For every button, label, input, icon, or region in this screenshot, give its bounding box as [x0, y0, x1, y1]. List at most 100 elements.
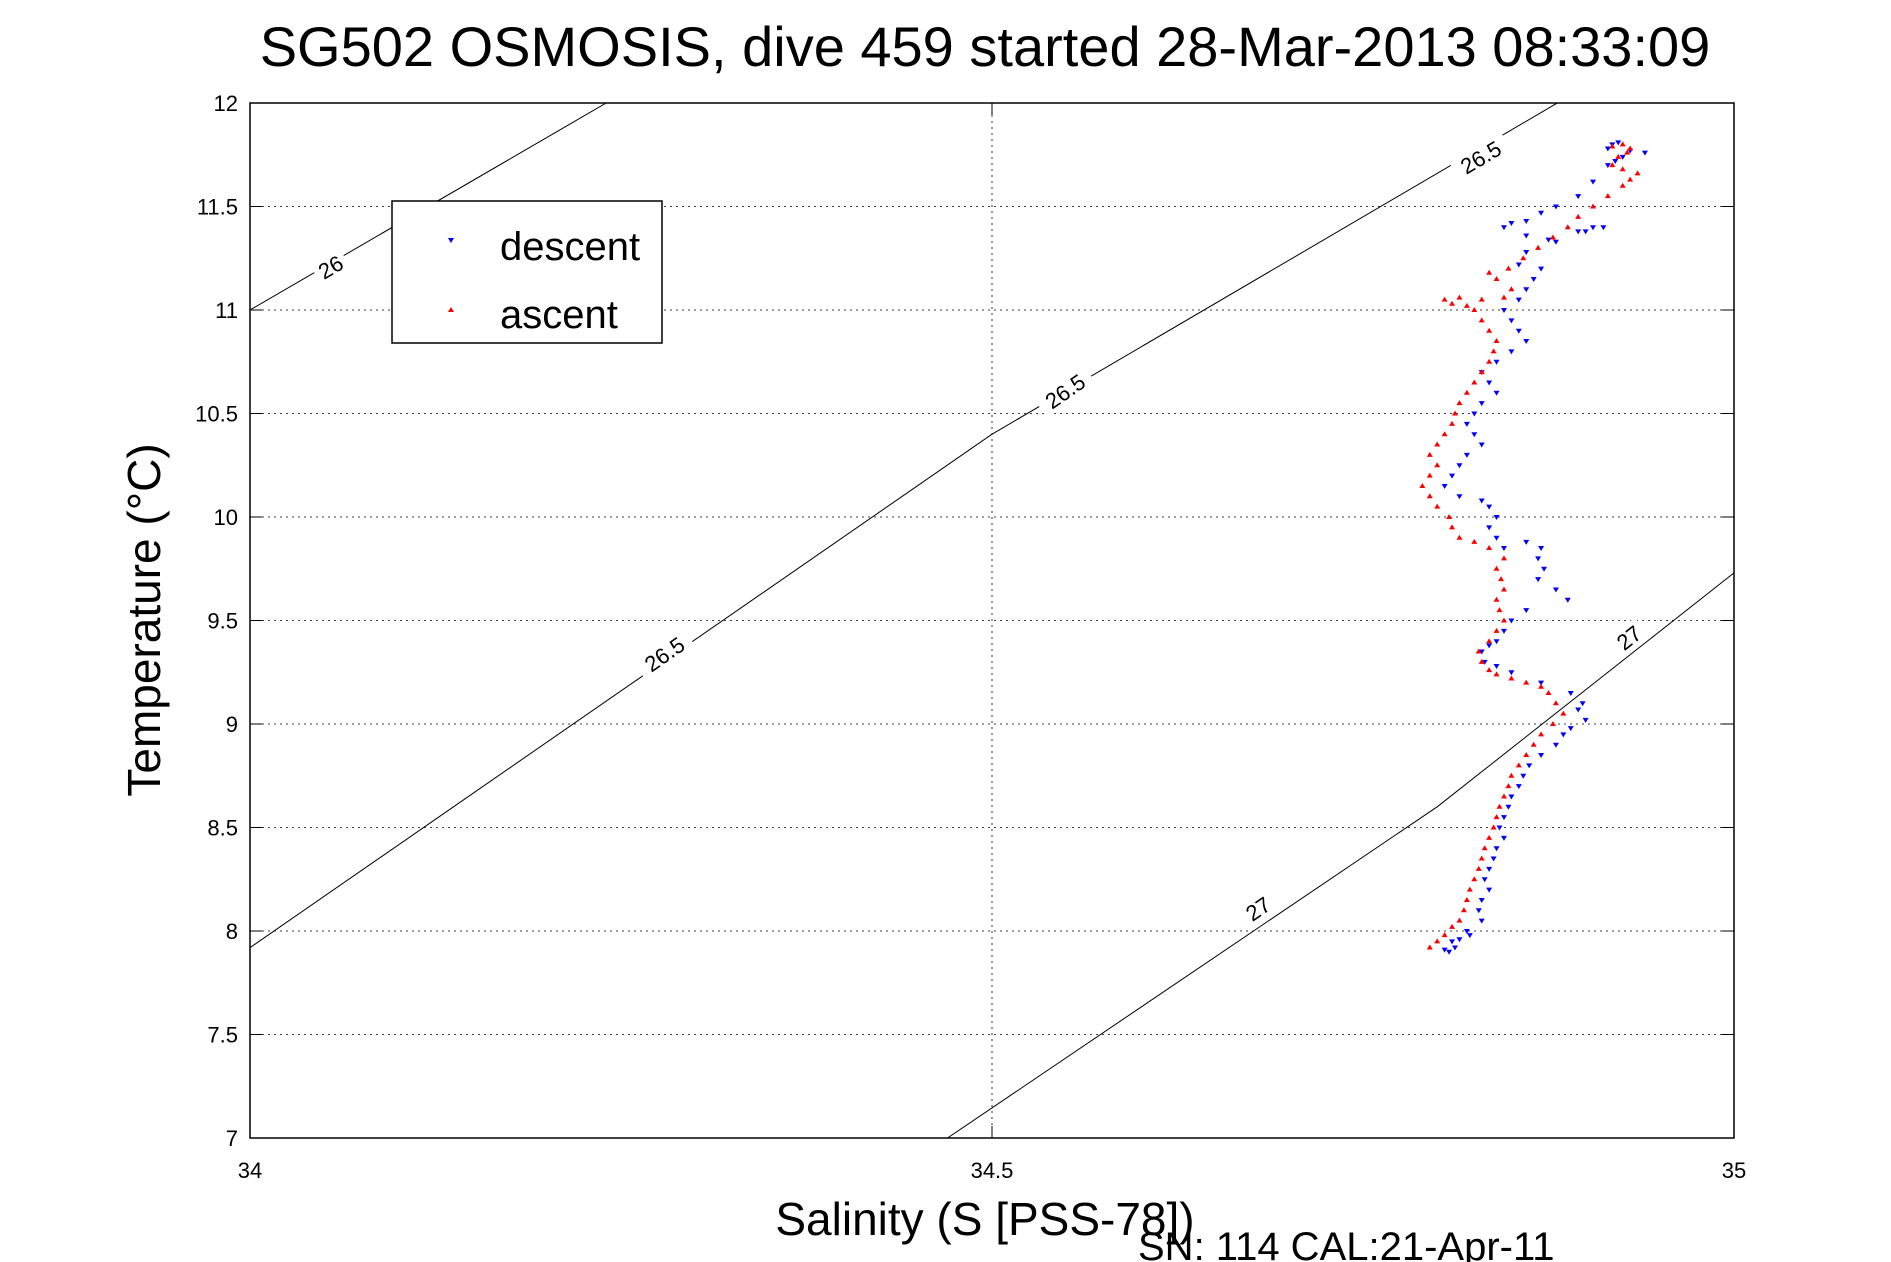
descent-point	[1456, 937, 1463, 943]
descent-point	[1575, 707, 1582, 713]
descent-point	[1493, 846, 1500, 852]
descent-point	[1500, 628, 1507, 634]
ascent-point	[1508, 286, 1515, 292]
ascent-point	[1493, 671, 1500, 677]
descent-point	[1552, 204, 1559, 210]
y-tick-label: 7	[226, 1126, 238, 1151]
ascent-point	[1486, 545, 1493, 551]
descent-point	[1582, 717, 1589, 723]
y-axis-label: Temperature (°C)	[118, 443, 170, 796]
ascent-point	[1481, 845, 1488, 851]
ascent-point	[1500, 294, 1507, 300]
descent-point	[1500, 225, 1507, 231]
ascent-point	[1515, 762, 1522, 768]
descent-point	[1523, 339, 1530, 345]
y-tick-label: 7.5	[207, 1023, 238, 1048]
descent-point	[1493, 359, 1500, 365]
descent-point	[1486, 525, 1493, 531]
descent-point	[1493, 390, 1500, 396]
descent-point	[1496, 825, 1503, 831]
ascent-point	[1609, 143, 1616, 149]
descent-point	[1493, 639, 1500, 645]
contour-label-background	[1448, 131, 1512, 181]
x-tick-label: 34.5	[971, 1158, 1014, 1183]
descent-point	[1515, 297, 1522, 303]
ascent-point	[1493, 814, 1500, 820]
ascent-point	[1426, 472, 1433, 478]
descent-point	[1493, 664, 1500, 670]
descent-point	[1449, 473, 1456, 479]
descent-point	[1486, 887, 1493, 893]
ascent-point	[1634, 170, 1641, 176]
ascent-point	[1500, 586, 1507, 592]
ascent-point	[1486, 358, 1493, 364]
ascent-series	[1419, 141, 1641, 950]
ascent-point	[1490, 824, 1497, 830]
data-series	[1419, 140, 1648, 955]
ascent-point	[1456, 400, 1463, 406]
y-tick-label: 11.5	[197, 195, 238, 220]
descent-point	[1449, 939, 1456, 945]
y-tick-label: 10.5	[195, 402, 238, 427]
ascent-point	[1434, 503, 1441, 509]
descent-point	[1615, 140, 1622, 146]
ascent-point	[1478, 296, 1485, 302]
descent-point	[1508, 618, 1515, 624]
descent-point	[1478, 649, 1485, 655]
descent-series	[1441, 140, 1648, 955]
descent-point	[1538, 210, 1545, 216]
y-tick-label: 11	[215, 298, 238, 323]
descent-point	[1486, 504, 1493, 510]
ascent-point	[1434, 462, 1441, 468]
ascent-point	[1471, 379, 1478, 385]
descent-point	[1523, 233, 1530, 239]
density-contour-line	[947, 572, 1734, 1138]
ascent-point	[1498, 576, 1505, 582]
descent-point	[1552, 587, 1559, 593]
ascent-point	[1441, 932, 1448, 938]
ascent-point	[1493, 338, 1500, 344]
ascent-point	[1552, 700, 1559, 706]
ascent-point	[1449, 420, 1456, 426]
ascent-point	[1500, 617, 1507, 623]
contour-label-background	[1033, 364, 1096, 417]
descent-point	[1535, 577, 1542, 583]
descent-point	[1523, 539, 1530, 545]
descent-point	[1441, 483, 1448, 489]
descent-point	[1619, 154, 1626, 160]
descent-point	[1481, 659, 1488, 665]
descent-point	[1446, 949, 1453, 955]
axis-ticks: 34 34.5 35 7 7.5 8 8.5 9 9.5 10 10.5 11 11.5 12	[195, 91, 1746, 1183]
ascent-point	[1619, 141, 1626, 147]
contour-label-background	[1608, 617, 1649, 656]
descent-point	[1508, 794, 1515, 800]
y-tick-label: 12	[214, 91, 238, 116]
ascent-point	[1426, 451, 1433, 457]
ascent-point	[1486, 834, 1493, 840]
descent-point	[1590, 179, 1597, 185]
ascent-point	[1446, 514, 1453, 519]
descent-point	[1463, 452, 1470, 458]
descent-point	[1538, 546, 1545, 552]
ascent-point	[1456, 917, 1463, 923]
descent-point	[1604, 163, 1611, 169]
x-tick-label: 35	[1722, 1158, 1746, 1183]
ascent-point	[1419, 482, 1426, 488]
descent-point	[1523, 218, 1530, 224]
ascent-point	[1452, 410, 1459, 416]
descent-point	[1441, 947, 1448, 953]
descent-point	[1523, 250, 1530, 256]
ascent-point	[1523, 679, 1530, 685]
descent-point	[1575, 229, 1582, 235]
ascent-point	[1538, 731, 1545, 737]
ascent-point	[1486, 269, 1493, 275]
ascent-point	[1478, 855, 1485, 861]
ascent-point	[1478, 658, 1485, 664]
ascent-point	[1508, 675, 1515, 681]
descent-point	[1515, 262, 1522, 268]
ascent-point	[1466, 886, 1473, 892]
y-tick-label: 8.5	[207, 816, 238, 841]
ascent-point	[1449, 923, 1456, 929]
ascent-point	[1486, 327, 1493, 333]
ascent-point	[1471, 538, 1478, 544]
